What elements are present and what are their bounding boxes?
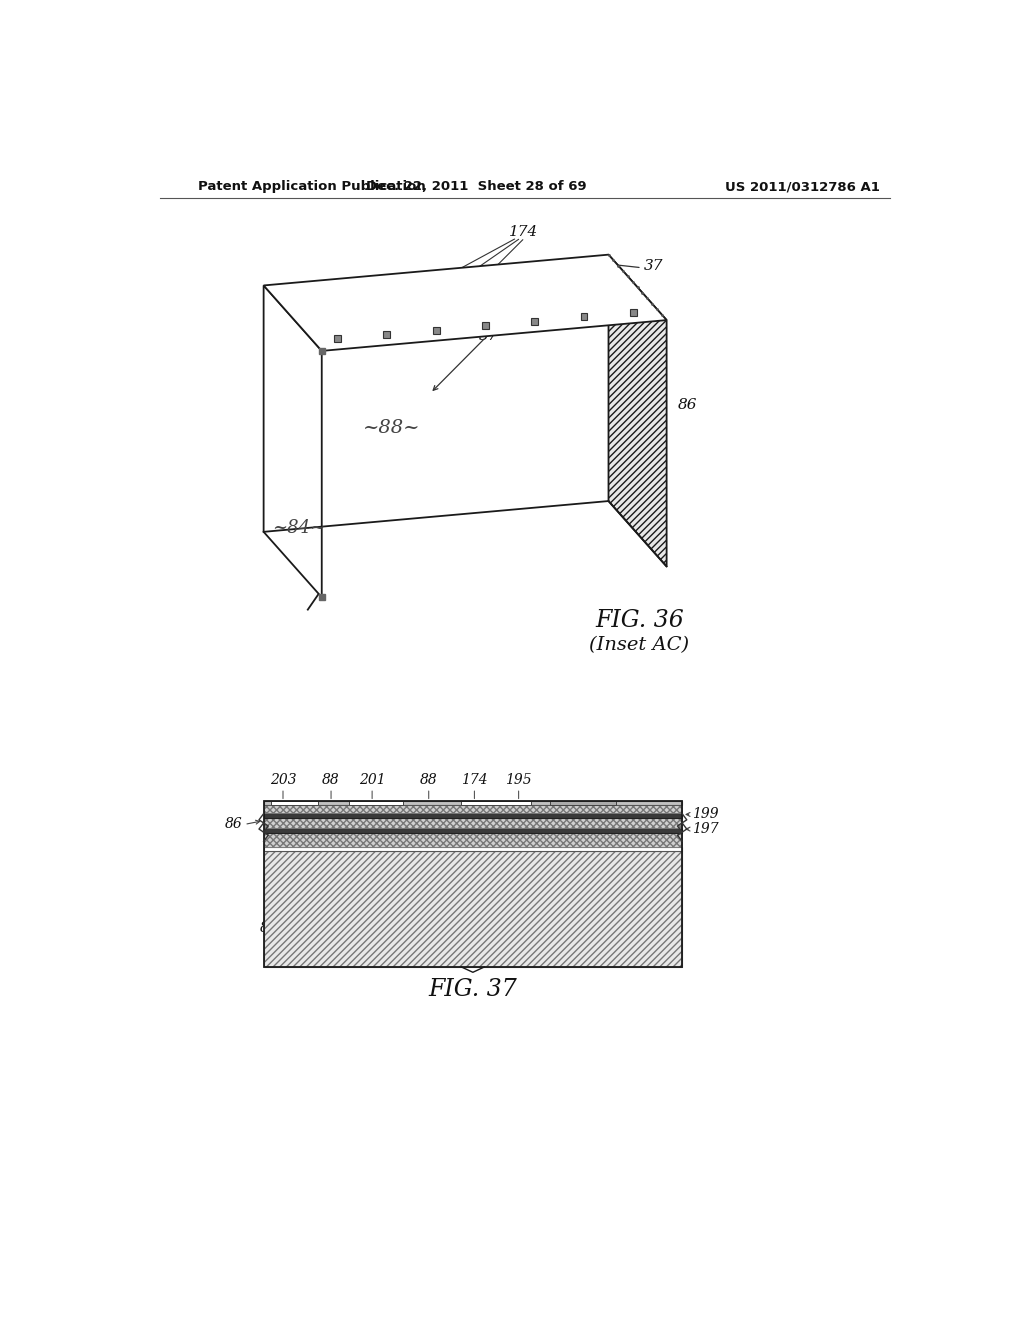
Text: 199: 199 xyxy=(692,808,719,821)
Text: FIG. 37: FIG. 37 xyxy=(428,978,517,1002)
Bar xyxy=(630,309,637,315)
Bar xyxy=(349,801,403,805)
Bar xyxy=(263,801,682,805)
Bar xyxy=(263,847,682,851)
Text: Patent Application Publication: Patent Application Publication xyxy=(198,181,426,194)
Text: 37: 37 xyxy=(478,329,498,342)
Text: ~88~: ~88~ xyxy=(362,418,420,437)
Bar xyxy=(433,326,439,334)
Bar xyxy=(550,801,616,805)
Text: 37: 37 xyxy=(643,259,663,273)
Text: (Inset AC): (Inset AC) xyxy=(590,636,689,653)
Bar xyxy=(383,331,390,338)
Bar xyxy=(271,801,317,805)
Text: 203: 203 xyxy=(269,774,296,788)
Bar xyxy=(581,313,588,321)
Bar xyxy=(263,813,682,817)
Bar xyxy=(334,335,341,342)
Bar xyxy=(461,801,531,805)
Text: FIG. 36: FIG. 36 xyxy=(595,609,684,632)
Bar xyxy=(263,833,682,847)
Polygon shape xyxy=(263,285,322,598)
Text: 88: 88 xyxy=(420,774,437,788)
Text: Dec. 22, 2011  Sheet 28 of 69: Dec. 22, 2011 Sheet 28 of 69 xyxy=(367,181,587,194)
Text: 195: 195 xyxy=(505,774,531,788)
Bar xyxy=(263,805,682,813)
Bar xyxy=(263,817,682,829)
Bar xyxy=(263,801,682,966)
Polygon shape xyxy=(263,255,667,351)
Text: 88: 88 xyxy=(323,774,340,788)
Text: US 2011/0312786 A1: US 2011/0312786 A1 xyxy=(725,181,880,194)
Text: 201: 201 xyxy=(358,774,385,788)
Text: 174: 174 xyxy=(461,774,487,788)
Text: 86: 86 xyxy=(225,817,243,832)
Text: 174: 174 xyxy=(509,224,538,239)
Text: 84: 84 xyxy=(260,921,278,936)
Bar xyxy=(263,851,682,966)
Text: ~84~: ~84~ xyxy=(272,519,326,537)
Bar xyxy=(531,318,539,325)
Bar xyxy=(263,829,682,833)
Text: 197: 197 xyxy=(692,822,719,836)
Bar xyxy=(482,322,488,329)
Polygon shape xyxy=(608,255,667,566)
Text: 86: 86 xyxy=(678,397,697,412)
